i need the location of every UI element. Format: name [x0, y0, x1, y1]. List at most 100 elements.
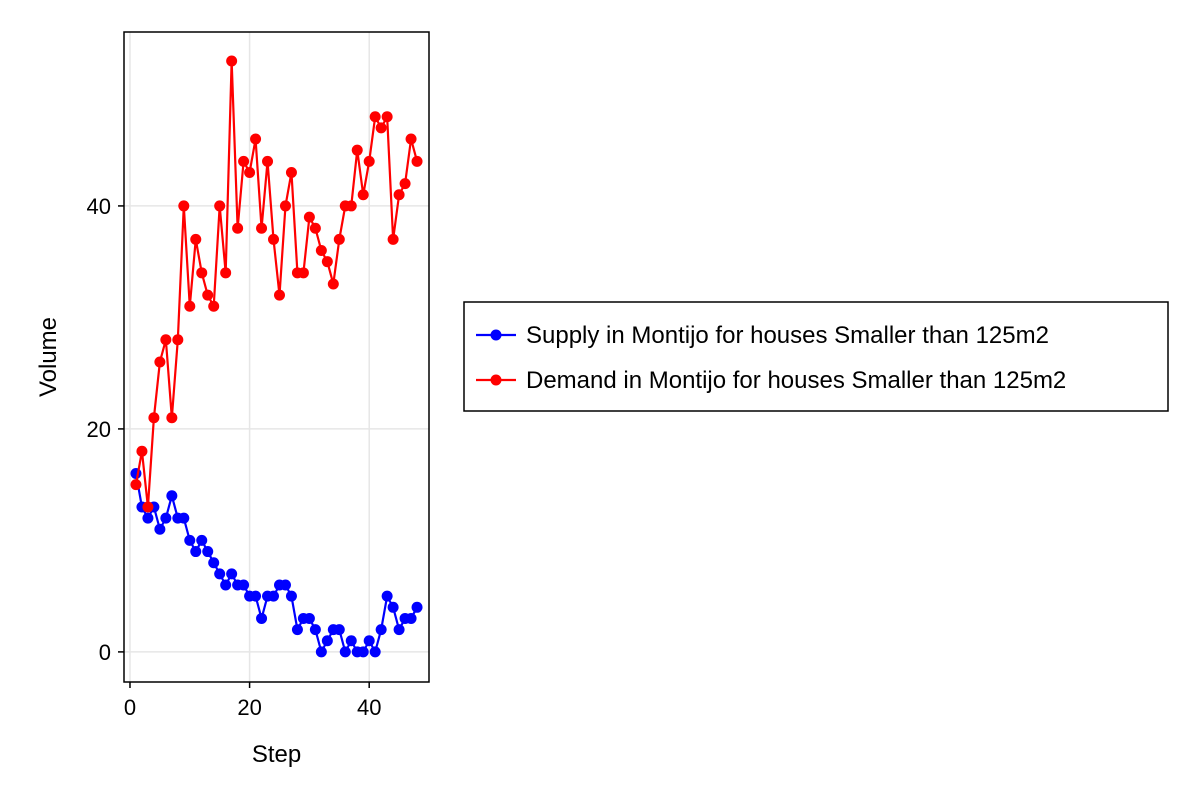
y-tick-label: 40 — [87, 194, 111, 219]
x-tick-label: 20 — [237, 695, 261, 720]
data-point — [226, 55, 238, 67]
data-point — [291, 624, 303, 636]
data-point — [238, 155, 250, 167]
data-point — [130, 468, 142, 480]
data-point — [405, 133, 417, 145]
y-axis-label: Volume — [35, 317, 62, 397]
data-point — [250, 590, 262, 602]
series-line — [134, 473, 419, 654]
data-point — [369, 111, 381, 123]
data-point — [309, 624, 321, 636]
data-point — [387, 601, 399, 613]
plot-frame — [123, 31, 430, 683]
data-point — [357, 189, 369, 201]
series-demand — [130, 55, 423, 513]
data-point — [190, 233, 202, 245]
data-point — [178, 200, 190, 212]
data-point — [190, 546, 202, 558]
data-point — [214, 568, 226, 580]
data-point — [303, 211, 315, 223]
data-point — [208, 300, 220, 312]
data-point — [238, 579, 250, 591]
x-axis-ticks: 0 20 40 — [124, 682, 381, 720]
data-point — [297, 267, 309, 279]
data-point — [381, 590, 393, 602]
data-point — [220, 579, 232, 591]
data-point — [405, 612, 417, 624]
legend-frame — [463, 301, 1169, 412]
data-point — [166, 490, 178, 502]
data-point — [160, 512, 172, 524]
data-point — [232, 222, 244, 234]
data-point — [321, 635, 333, 647]
data-point — [345, 200, 357, 212]
data-point — [268, 590, 280, 602]
data-point — [399, 178, 411, 190]
data-point — [154, 523, 166, 535]
legend-item: Demand in Montijo for houses Smaller tha… — [476, 367, 1066, 394]
data-point — [268, 233, 280, 245]
legend-marker — [490, 374, 502, 386]
data-point — [315, 245, 327, 257]
data-point — [381, 111, 393, 123]
y-axis-ticks: 0 20 40 — [87, 194, 124, 665]
data-point — [315, 646, 327, 658]
data-point — [285, 166, 297, 178]
data-point — [130, 479, 142, 491]
data-point — [279, 200, 291, 212]
series-line — [134, 59, 419, 509]
data-point — [375, 624, 387, 636]
data-point — [208, 557, 220, 569]
data-point — [142, 501, 154, 513]
legend-label: Supply in Montijo for houses Smaller tha… — [526, 322, 1049, 349]
data-point — [273, 289, 285, 301]
y-tick-label: 20 — [87, 417, 111, 442]
data-point — [202, 289, 214, 301]
data-point — [142, 512, 154, 524]
data-point — [184, 300, 196, 312]
data-point — [202, 546, 214, 558]
data-point — [256, 612, 268, 624]
x-tick-label: 0 — [124, 695, 136, 720]
data-point — [363, 155, 375, 167]
data-point — [339, 646, 351, 658]
series-supply — [130, 468, 423, 658]
data-point — [327, 278, 339, 290]
data-point — [154, 356, 166, 368]
data-point — [357, 646, 369, 658]
data-point — [136, 445, 148, 457]
data-point — [244, 166, 256, 178]
data-point — [166, 412, 178, 424]
data-point — [279, 579, 291, 591]
data-point — [351, 144, 363, 156]
data-point — [333, 233, 345, 245]
series-layer — [130, 55, 423, 658]
y-tick-label: 0 — [99, 640, 111, 665]
data-point — [178, 512, 190, 524]
data-point — [411, 155, 423, 167]
data-point — [160, 334, 172, 346]
grid-lines — [124, 32, 429, 682]
data-point — [148, 412, 160, 424]
data-point — [393, 189, 405, 201]
data-point — [363, 635, 375, 647]
x-axis-label: Step — [252, 741, 301, 768]
data-point — [303, 612, 315, 624]
data-point — [345, 635, 357, 647]
data-point — [220, 267, 232, 279]
data-point — [262, 155, 274, 167]
x-tick-label: 40 — [357, 695, 381, 720]
data-point — [369, 646, 381, 658]
data-point — [393, 624, 405, 636]
data-point — [196, 534, 208, 546]
data-point — [321, 256, 333, 268]
data-point — [250, 133, 262, 145]
legend: Supply in Montijo for houses Smaller tha… — [463, 301, 1169, 412]
data-point — [375, 122, 387, 134]
data-point — [256, 222, 268, 234]
data-point — [196, 267, 208, 279]
data-point — [411, 601, 423, 613]
data-point — [226, 568, 238, 580]
legend-item: Supply in Montijo for houses Smaller tha… — [476, 322, 1049, 349]
data-point — [214, 200, 226, 212]
